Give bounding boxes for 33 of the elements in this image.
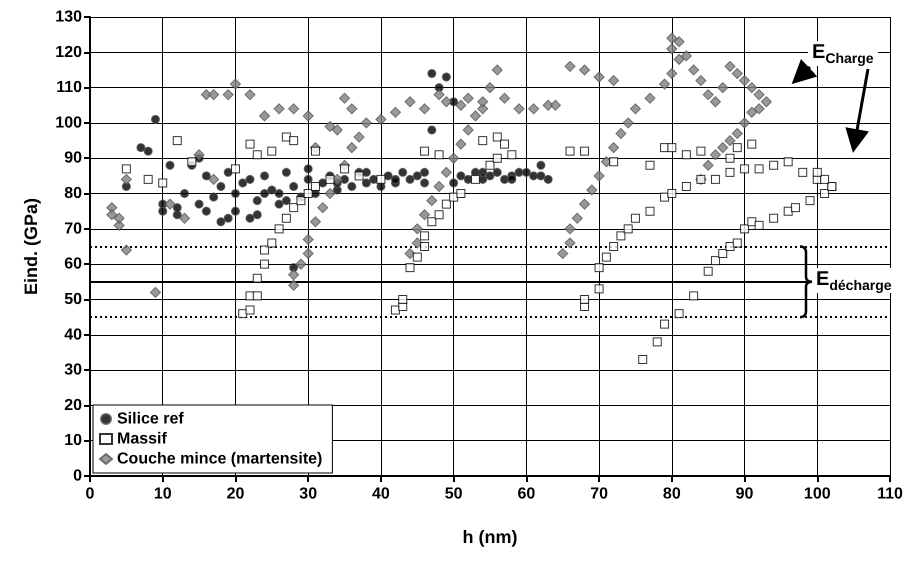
y-tick-label: 10 <box>64 432 82 450</box>
x-axis-title: h (nm) <box>462 527 518 547</box>
y-tick-label: 100 <box>55 114 82 132</box>
x-tick-label: 80 <box>662 486 681 502</box>
annotation: E$_{décharge}$ <box>816 268 892 293</box>
x-tick-label: 40 <box>372 486 390 502</box>
y-tick-label: 30 <box>64 362 82 379</box>
x-tick-label: 100 <box>804 486 831 502</box>
y-axis-title: Eind. (GPa) <box>21 198 41 296</box>
y-tick-label: 0 <box>73 468 82 484</box>
y-tick-label: 110 <box>56 79 82 96</box>
x-tick-label: 60 <box>517 486 536 502</box>
x-tick-label: 110 <box>877 486 904 502</box>
legend-label: Massif <box>117 430 168 448</box>
x-tick-label: 10 <box>154 486 172 502</box>
y-tick-label: 60 <box>64 256 82 273</box>
x-tick-label: 0 <box>86 486 95 502</box>
x-tick-label: 30 <box>299 486 318 502</box>
y-tick-label: 120 <box>55 44 82 61</box>
x-tick-label: 70 <box>590 486 608 502</box>
y-tick-label: 20 <box>64 396 82 414</box>
x-tick-label: 90 <box>736 486 754 502</box>
y-tick-label: 130 <box>55 8 82 26</box>
legend-label: Silice ref <box>117 410 184 428</box>
annotation: E$_{Charge}$ <box>812 41 874 66</box>
x-tick-label: 20 <box>226 486 244 502</box>
y-tick-label: 90 <box>64 150 82 167</box>
y-tick-label: 40 <box>64 326 82 344</box>
y-tick-label: 80 <box>64 185 82 202</box>
y-tick-label: 70 <box>64 220 82 238</box>
y-tick-label: 50 <box>64 290 82 308</box>
legend-label: Couche mince (martensite) <box>117 450 322 468</box>
x-tick-label: 50 <box>444 486 463 502</box>
